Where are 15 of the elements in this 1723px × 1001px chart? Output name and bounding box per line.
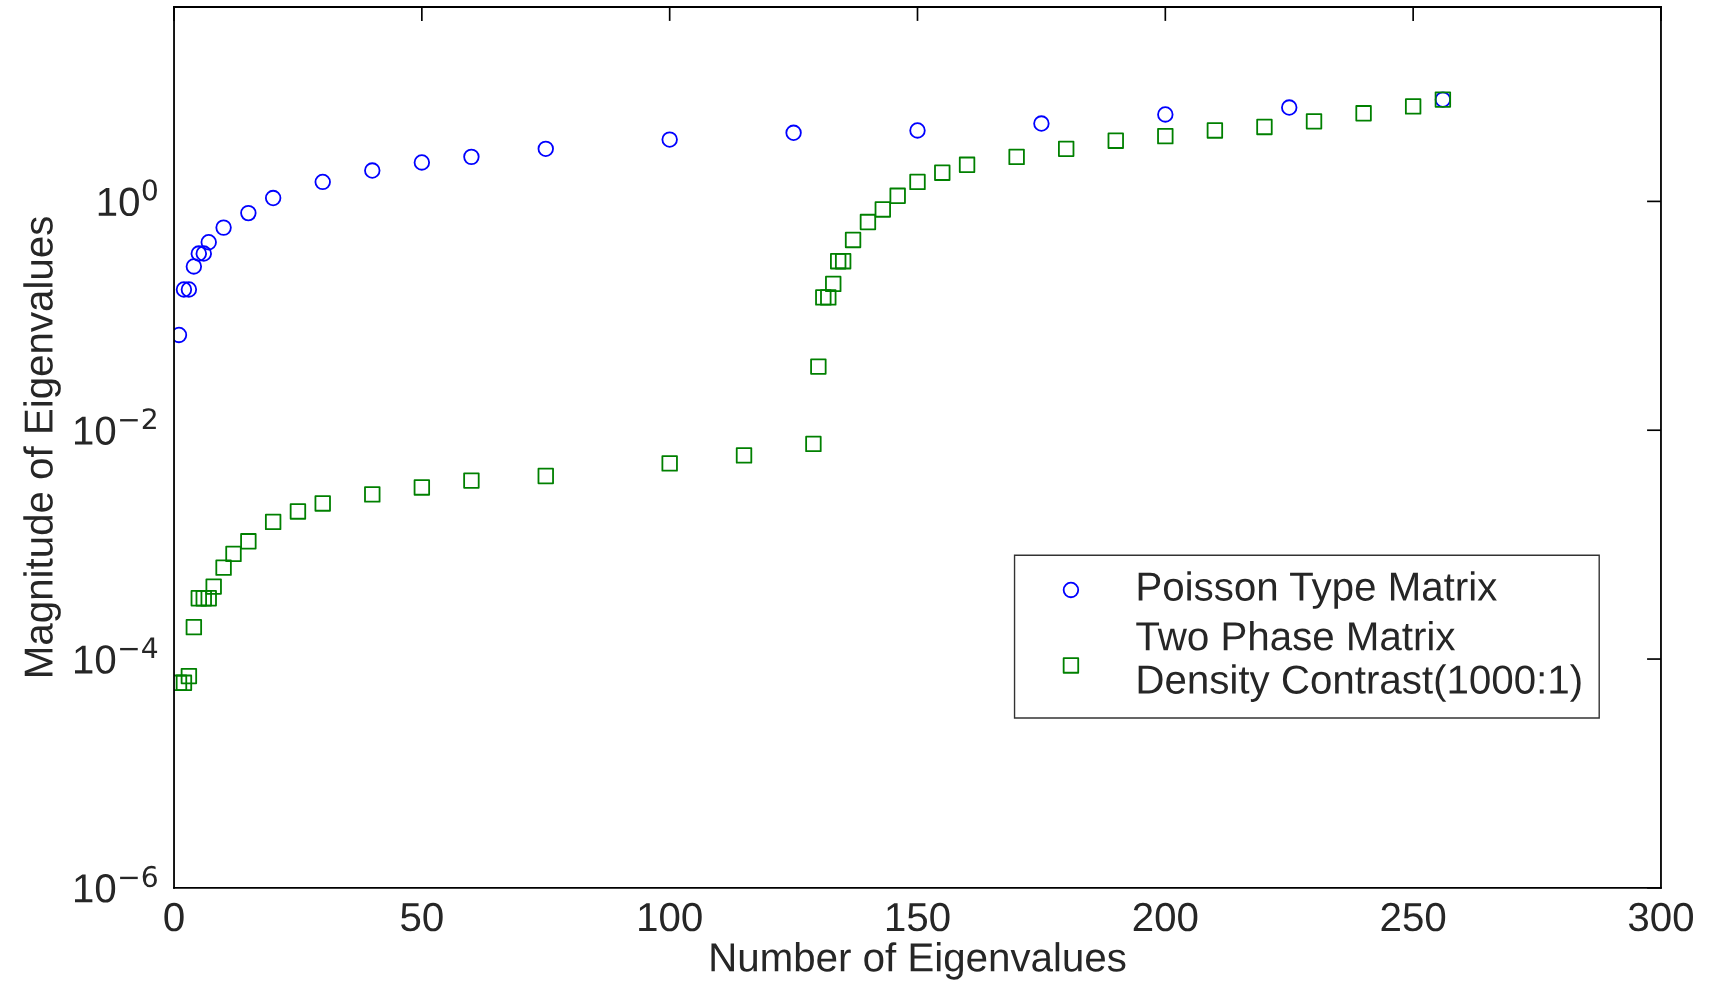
y-tick-label: 10$^{0}$: [98, 179, 157, 217]
x-tick-label: 50: [401, 902, 443, 932]
y-tick-label: 10$^{−6}$: [75, 865, 157, 903]
x-tick-label: 200: [1133, 902, 1198, 932]
x-tick-label: 0: [164, 902, 184, 932]
legend-label: Poisson Type Matrix: [1138, 571, 1497, 609]
x-tick-label: 250: [1381, 902, 1446, 932]
y-axis-title: Magnitude of Eigenvalues: [23, 217, 61, 676]
y-tick-label: 10$^{−2}$: [75, 408, 156, 445]
y-tick-label: 10$^{−4}$: [75, 637, 158, 674]
x-tick-label: 100: [639, 902, 702, 932]
x-axis-title: Number of Eigenvalues: [711, 942, 1126, 980]
x-tick-label: 150: [886, 902, 950, 932]
legend-label: Two Phase Matrix Density Contrast(1000:1): [1136, 620, 1581, 702]
x-tick-label: 300: [1628, 902, 1693, 932]
